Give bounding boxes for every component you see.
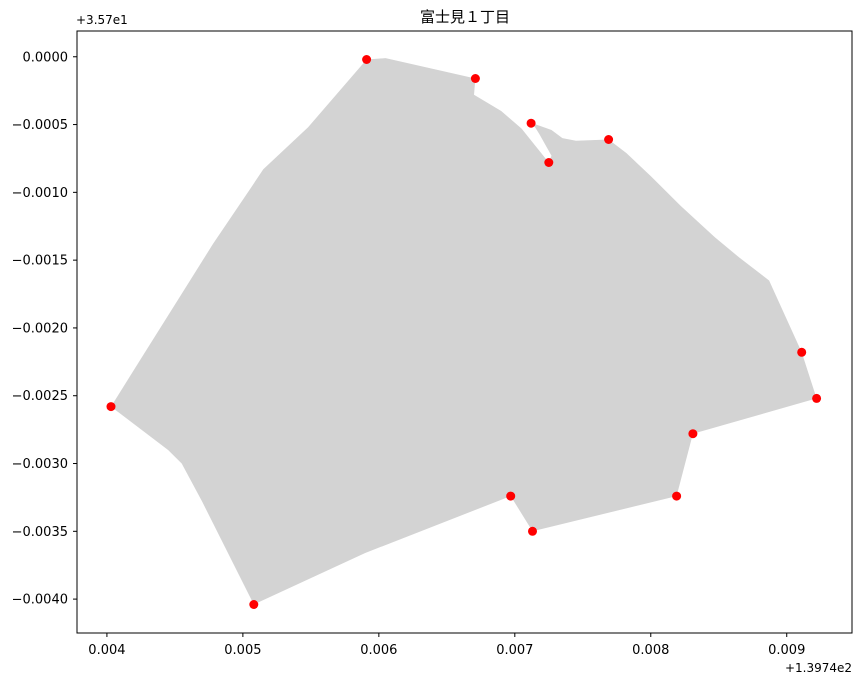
y-tick-label: −0.0015 — [12, 254, 68, 269]
y-tick-label: −0.0035 — [12, 525, 68, 540]
x-tick-label: 0.006 — [360, 643, 397, 658]
data-point-9 — [506, 491, 516, 501]
data-point-5 — [797, 347, 807, 357]
y-tick-label: −0.0010 — [12, 186, 68, 201]
chart-title: 富士見１丁目 — [420, 8, 510, 26]
y-tick-label: 0.0000 — [23, 50, 69, 65]
data-point-7 — [688, 429, 698, 439]
y-axis: 0.0000 −0.0005 −0.0010 −0.0015 −0.0020 −0.002… — [12, 50, 77, 608]
y-offset-label: +3.57e1 — [76, 13, 128, 27]
x-axis: 0.004 0.005 0.006 0.007 0.008 0.009 — [88, 633, 805, 658]
data-point-6 — [812, 393, 822, 403]
data-point-11 — [249, 600, 259, 609]
y-tick-label: −0.0030 — [12, 457, 68, 472]
x-tick-label: 0.007 — [496, 643, 533, 658]
data-point-12 — [106, 402, 116, 412]
data-point-4 — [604, 135, 614, 144]
x-tick-label: 0.008 — [632, 643, 669, 658]
x-offset-label: +1.3974e2 — [785, 661, 852, 675]
x-tick-label: 0.005 — [224, 643, 261, 658]
data-point-3 — [544, 158, 554, 167]
y-tick-label: −0.0025 — [12, 389, 68, 404]
axes-frame — [76, 30, 853, 634]
data-point-1 — [470, 74, 480, 83]
plot-area — [76, 30, 853, 634]
x-tick-label: 0.004 — [88, 643, 125, 658]
data-point-2 — [526, 118, 536, 128]
data-point-0 — [362, 55, 372, 64]
data-point-8 — [672, 491, 682, 501]
boundary-polygon — [111, 58, 817, 605]
x-tick-label: 0.009 — [768, 643, 805, 658]
y-tick-label: −0.0040 — [12, 593, 68, 608]
y-tick-label: −0.0020 — [12, 321, 68, 336]
y-tick-label: −0.0005 — [12, 118, 68, 133]
data-point-10 — [528, 526, 537, 536]
